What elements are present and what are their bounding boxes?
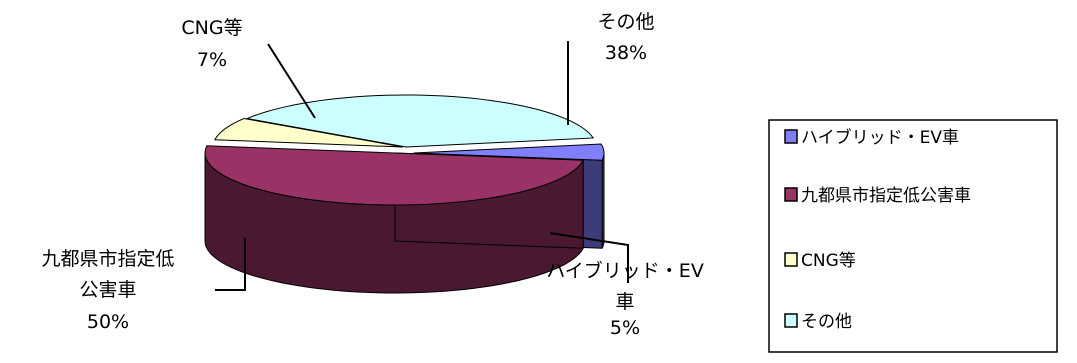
pie-slice-2: [213, 118, 404, 148]
data-label-name-2-0: CNG等: [181, 17, 242, 39]
legend-label-1: 九都県市指定低公害車: [801, 186, 971, 206]
data-label-name-1-0: 九都県市指定低: [41, 248, 174, 270]
legend-swatch-0: [784, 129, 798, 144]
legend-swatch-3: [784, 313, 798, 328]
data-label-percent-3: 38%: [605, 42, 647, 64]
legend-box: [768, 119, 1058, 353]
pie-area: [204, 94, 605, 294]
data-label-percent-1: 50%: [87, 311, 129, 333]
pie-tops: [204, 94, 605, 206]
leader-lines: [215, 41, 629, 291]
data-label-name-0-1: 車: [615, 291, 634, 313]
legend-label-2: CNG等: [801, 251, 856, 271]
data-labels: ハイブリッド・EV 車 5% 九都県市指定低公害車 50% CNG等 7% その他 38%: [41, 11, 703, 339]
legend-swatch-2: [784, 252, 798, 267]
leader-line-1: [215, 238, 246, 291]
data-label-percent-2: 7%: [197, 49, 227, 71]
leader-line-0: [549, 232, 629, 283]
pie-slice-0: [413, 143, 605, 161]
data-label-name-1-1: 公害車: [79, 279, 136, 301]
legend-label-3: その他: [801, 312, 852, 332]
legend-swatch-1: [784, 187, 798, 202]
legend-label-0: ハイブリッド・EV車: [801, 127, 959, 148]
pie-slice-3: [245, 94, 595, 148]
data-label-name-3-0: その他: [597, 11, 654, 33]
data-label-name-0-0: ハイブリッド・EV: [546, 259, 704, 282]
leader-line-2: [267, 43, 316, 119]
data-label-percent-0: 5%: [610, 317, 640, 339]
pie-slice-1: [204, 145, 585, 206]
